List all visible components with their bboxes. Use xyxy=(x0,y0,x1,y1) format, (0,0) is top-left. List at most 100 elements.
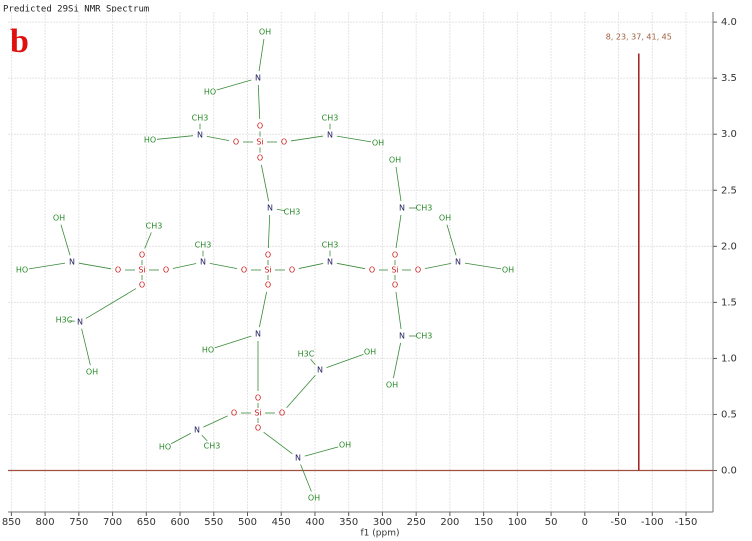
bond xyxy=(304,446,339,457)
bond xyxy=(267,214,271,249)
bond xyxy=(286,374,316,409)
atom-label: O xyxy=(255,394,261,403)
atom-label: CH3 xyxy=(322,114,339,123)
atom-label: CH3 xyxy=(195,241,212,250)
bond xyxy=(28,262,66,270)
bond xyxy=(424,262,452,270)
bond xyxy=(263,431,293,455)
y-tick-label: 0.5 xyxy=(721,409,737,420)
bond xyxy=(209,262,238,270)
atom-label: CH3 xyxy=(192,114,209,123)
x-tick-label: 850 xyxy=(2,517,21,528)
atom-label: Si xyxy=(256,138,263,147)
bond xyxy=(201,434,208,442)
atom-label: CH3 xyxy=(322,241,339,250)
atom-label: H3C xyxy=(56,316,73,325)
atom-label: O xyxy=(289,266,295,275)
marks: 8, 23, 37, 41, 45 xyxy=(606,33,672,471)
bond xyxy=(290,135,324,142)
atom-label: N xyxy=(197,131,203,140)
atom-label: N xyxy=(399,332,405,341)
bond xyxy=(336,262,366,270)
atom-label: N xyxy=(327,131,333,140)
bond xyxy=(464,262,502,270)
atom-label: O xyxy=(265,251,271,260)
atom-label: OH xyxy=(339,441,351,450)
peak-label: 8, 23, 37, 41, 45 xyxy=(606,33,672,42)
y-tick-label: 0.0 xyxy=(721,466,737,477)
bond xyxy=(326,353,364,369)
bond xyxy=(298,263,324,269)
atom-label: O xyxy=(233,138,239,147)
x-tick-label: 650 xyxy=(137,517,156,528)
bond xyxy=(300,464,312,492)
atom-label: N xyxy=(455,258,461,267)
atom-label: HO xyxy=(144,136,156,145)
atom-label: CH3 xyxy=(416,204,433,213)
atom-label: OH xyxy=(502,266,514,275)
x-axis-label: f1 (ppm) xyxy=(361,529,400,539)
atom-label: CH3 xyxy=(284,208,301,217)
x-tick-label: 600 xyxy=(170,517,189,528)
y-tick-label: 1.5 xyxy=(721,297,737,308)
atom-label: O xyxy=(115,266,121,275)
bond xyxy=(203,415,228,428)
bond xyxy=(395,291,402,330)
x-tick-label: 100 xyxy=(508,517,527,528)
bond xyxy=(156,135,194,140)
atom-label: O xyxy=(257,154,263,163)
atom-label: OH xyxy=(53,214,65,223)
bond xyxy=(60,224,71,256)
atom-label: Si xyxy=(391,266,398,275)
y-tick-label: 1.0 xyxy=(721,353,737,364)
x-tick-label: 0 xyxy=(582,517,588,528)
atom-label: N xyxy=(77,318,83,327)
x-tick-label: 150 xyxy=(474,517,493,528)
atom-label: H3C xyxy=(298,350,315,359)
atom-label: N xyxy=(317,366,323,375)
x-tick-label: 450 xyxy=(272,517,291,528)
bond xyxy=(78,262,112,270)
atom-label: HO xyxy=(16,266,28,275)
atom-label: Si xyxy=(264,266,271,275)
atom-label: N xyxy=(194,426,200,435)
bond xyxy=(310,359,316,365)
x-tick-label: 500 xyxy=(238,517,257,528)
x-tick-label: 300 xyxy=(373,517,392,528)
atom-label: OH xyxy=(308,494,320,503)
atom-label: Si xyxy=(254,409,261,418)
atom-label: O xyxy=(279,409,285,418)
y-tick-label: 2.5 xyxy=(721,185,737,196)
x-tick-label: 250 xyxy=(407,517,426,528)
bond xyxy=(395,166,402,202)
atom-label: OH xyxy=(439,214,451,223)
x-tick-label: 800 xyxy=(36,517,55,528)
atom-label: N xyxy=(200,258,206,267)
atom-label: OH xyxy=(389,156,401,165)
atom-label: OH xyxy=(86,368,98,377)
atom-label: HO xyxy=(159,443,171,452)
atom-label: N xyxy=(69,258,75,267)
atom-label: N xyxy=(295,454,301,463)
atom-label: O xyxy=(281,138,287,147)
bond xyxy=(446,224,457,256)
bond xyxy=(214,335,252,349)
chart-title: Predicted 29Si NMR Spectrum xyxy=(3,5,149,15)
bond xyxy=(276,208,286,212)
atom-label: N xyxy=(267,204,273,213)
atom-label: OH xyxy=(364,348,376,357)
bond xyxy=(81,328,91,366)
bond xyxy=(259,291,267,328)
bond xyxy=(260,164,270,202)
atom-label: O xyxy=(415,266,421,275)
atom-label: O xyxy=(369,266,375,275)
atom-label: O xyxy=(139,251,145,260)
bond xyxy=(393,342,401,379)
atom-label: O xyxy=(241,266,247,275)
y-tick-label: 2.0 xyxy=(721,241,737,252)
bond xyxy=(206,135,230,142)
x-tick-label: -50 xyxy=(610,517,626,528)
atom-label: O xyxy=(139,281,145,290)
